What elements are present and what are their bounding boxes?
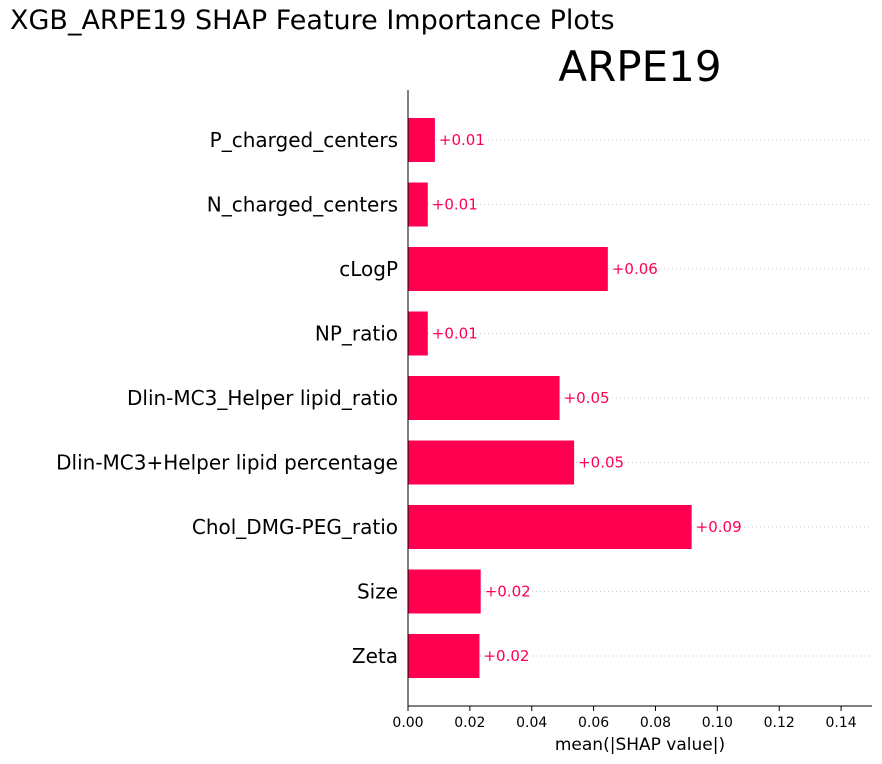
x-axis-label: mean(|SHAP value|) — [555, 735, 725, 755]
x-tick-label: 0.12 — [764, 715, 795, 731]
bar — [408, 118, 435, 162]
bar — [408, 505, 692, 549]
category-labels: P_charged_centers N_charged_centers cLogP N… — [56, 128, 398, 668]
category-label: Dlin-MC3+Helper lipid percentage — [56, 451, 398, 475]
bar-value-label: +0.05 — [578, 454, 624, 472]
bar-value-label: +0.02 — [483, 647, 529, 665]
bar — [408, 376, 560, 420]
category-label: NP_ratio — [315, 322, 398, 346]
bar — [408, 311, 428, 356]
bar-value-label: +0.01 — [432, 196, 478, 214]
category-label: Chol_DMG-PEG_ratio — [192, 515, 398, 539]
chart-title: ARPE19 — [558, 42, 721, 91]
x-tick-label: 0.14 — [825, 715, 856, 731]
bar — [408, 247, 608, 291]
x-tick-label: 0.02 — [454, 715, 485, 731]
bar-value-label: +0.02 — [485, 583, 531, 601]
bar-value-label: +0.09 — [696, 518, 742, 536]
x-tick-label: 0.06 — [578, 715, 609, 731]
x-tick-label: 0.00 — [392, 715, 423, 731]
bar — [408, 182, 428, 227]
bars — [408, 118, 692, 678]
bar-value-label: +0.06 — [612, 260, 658, 278]
x-tick-label: 0.08 — [640, 715, 671, 731]
category-label: cLogP — [339, 257, 398, 281]
bar-value-label: +0.01 — [439, 131, 485, 149]
bar-value-label: +0.01 — [432, 325, 478, 343]
category-label: Dlin-MC3_Helper lipid_ratio — [127, 386, 398, 410]
category-label: P_charged_centers — [210, 128, 398, 152]
bar — [408, 440, 575, 485]
bar — [408, 569, 481, 614]
x-tick-label: 0.10 — [702, 715, 733, 731]
figure-suptitle: XGB_ARPE19 SHAP Feature Importance Plots — [10, 5, 615, 36]
category-label: Size — [357, 580, 398, 604]
x-axis: 0.00 0.02 0.04 0.06 0.08 0.10 0.12 0.14 — [392, 705, 872, 731]
x-tick-label: 0.04 — [516, 715, 547, 731]
bar — [408, 634, 480, 678]
bar-value-label: +0.05 — [564, 389, 610, 407]
category-label: Zeta — [352, 644, 398, 668]
bar-labels: +0.01 +0.01 +0.06 +0.01 +0.05 +0.05 +0.09 +0.02… — [432, 131, 742, 665]
category-label: N_charged_centers — [207, 193, 398, 217]
